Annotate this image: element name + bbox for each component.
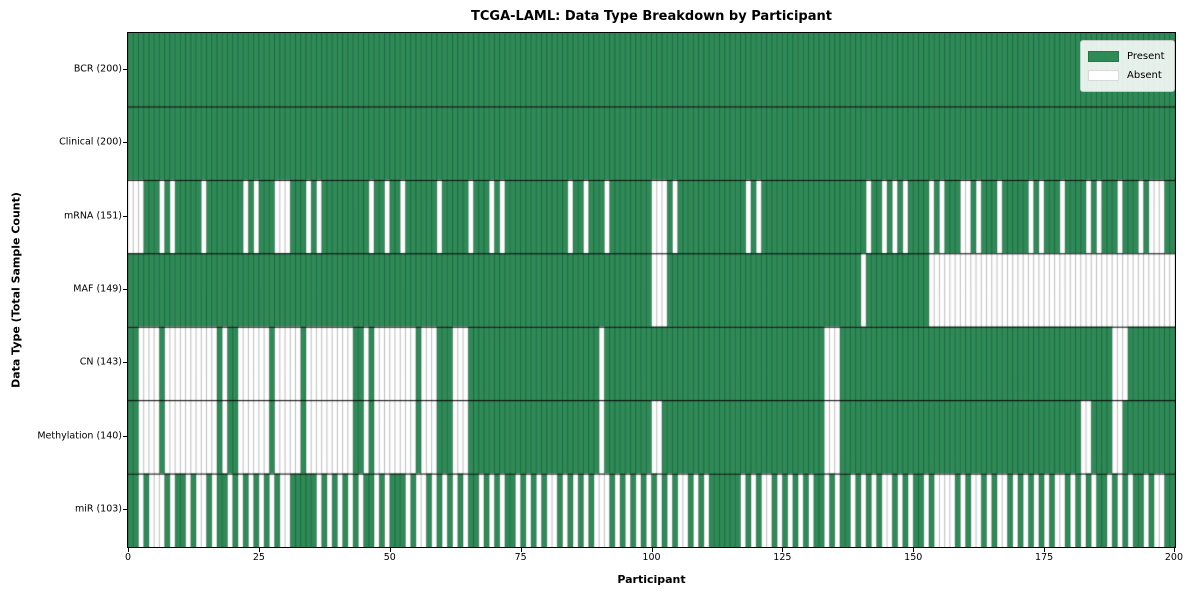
- x-tick-mark: [782, 548, 784, 552]
- x-tick-label-0: 0: [124, 552, 132, 563]
- x-tick-label-150: 150: [904, 552, 923, 563]
- y-tick-label-bcr: BCR (200): [73, 63, 122, 75]
- legend-entry-present: Present: [1088, 47, 1165, 66]
- x-tick-label-75: 75: [514, 552, 527, 563]
- absent-swatch: [1088, 70, 1119, 81]
- y-tick-mark: [123, 509, 127, 511]
- x-tick-mark: [258, 548, 260, 552]
- y-tick-label-mrna: mRNA (151): [63, 210, 122, 222]
- x-tick-label-125: 125: [773, 552, 792, 563]
- legend-label-present: Present: [1127, 51, 1165, 62]
- plot-area: [127, 32, 1176, 548]
- y-tick-mark: [123, 68, 127, 70]
- x-axis-label: Participant: [617, 573, 686, 586]
- y-tick-label-clinical: Clinical (200): [59, 136, 122, 148]
- x-tick-mark: [1044, 548, 1046, 552]
- y-tick-label-cn: CN (143): [79, 356, 122, 368]
- x-tick-mark: [520, 548, 522, 552]
- presence-matrix-canvas: [128, 33, 1175, 547]
- y-tick-mark: [123, 215, 127, 217]
- legend-entry-absent: Absent: [1088, 66, 1165, 85]
- x-tick-label-25: 25: [252, 552, 265, 563]
- y-tick-label-maf: MAF (149): [73, 283, 122, 295]
- x-tick-mark: [128, 548, 129, 552]
- y-tick-label-methylation: Methylation (140): [37, 430, 122, 442]
- legend: Present Absent: [1080, 40, 1175, 92]
- x-tick-label-200: 200: [1164, 552, 1184, 563]
- y-tick-mark: [123, 289, 127, 290]
- y-axis-label: Data Type (Total Sample Count): [9, 192, 23, 388]
- x-tick-mark: [913, 548, 915, 552]
- y-tick-mark: [123, 435, 127, 437]
- y-tick-label-mir: miR (103): [74, 503, 122, 515]
- x-tick-label-175: 175: [1035, 552, 1054, 563]
- y-tick-mark: [123, 142, 127, 144]
- present-swatch: [1088, 51, 1119, 62]
- y-tick-mark: [123, 362, 127, 364]
- x-tick-label-50: 50: [383, 552, 396, 563]
- x-tick-mark: [651, 548, 653, 552]
- x-tick-mark: [389, 548, 391, 552]
- legend-label-absent: Absent: [1127, 70, 1162, 81]
- chart-title: TCGA-LAML: Data Type Breakdown by Partic…: [471, 9, 832, 24]
- x-tick-mark: [1173, 548, 1175, 552]
- x-tick-label-100: 100: [642, 552, 661, 563]
